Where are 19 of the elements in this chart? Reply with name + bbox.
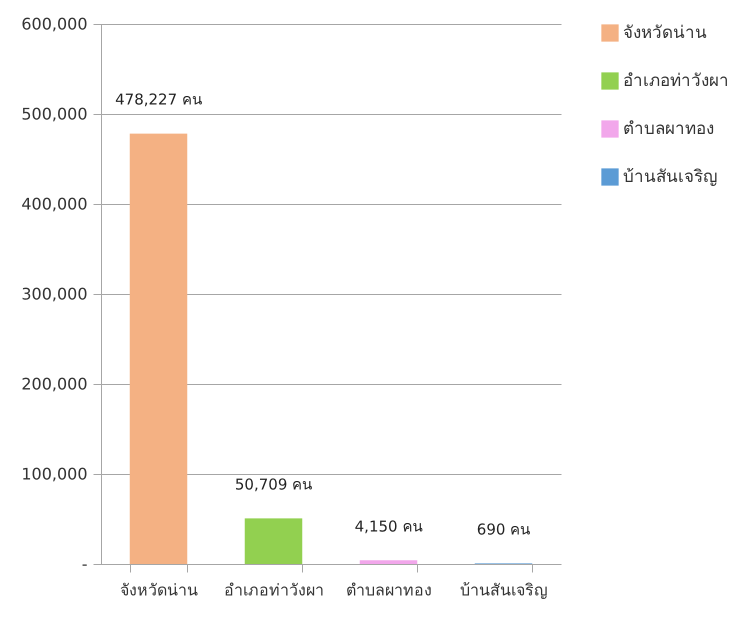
y-tick-label: 300,000 [21, 284, 88, 304]
y-tick-label: 600,000 [21, 14, 88, 34]
y-tick-label: 100,000 [21, 464, 88, 484]
x-tick-label: อำเภอท่าวังผา [224, 580, 324, 600]
data-label: 4,150 คน [354, 517, 422, 536]
data-label: 690 คน [476, 520, 530, 538]
y-tick-label: - [82, 554, 88, 574]
legend-label: ตำบลผาทอง [623, 119, 714, 139]
x-tick-label: ตำบลผาทอง [346, 580, 432, 600]
data-label: 478,227 คน [115, 90, 202, 109]
y-tick-label: 200,000 [21, 374, 88, 394]
legend-label: อำเภอท่าวังผา [623, 71, 729, 91]
legend-label: บ้านสันเจริญ [623, 167, 717, 187]
x-tick-label: บ้านสันเจริญ [460, 580, 548, 600]
data-label: 50,709 คน [234, 475, 312, 494]
y-tick-label: 400,000 [21, 194, 88, 214]
y-tick-label: 500,000 [21, 104, 88, 124]
x-tick-label: จังหวัดน่าน [120, 580, 198, 600]
legend-label: จังหวัดน่าน [623, 23, 707, 43]
